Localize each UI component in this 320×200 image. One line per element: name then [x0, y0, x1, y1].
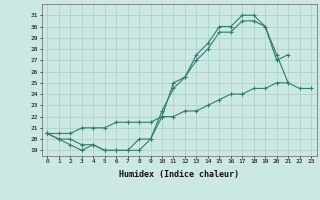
X-axis label: Humidex (Indice chaleur): Humidex (Indice chaleur): [119, 170, 239, 179]
